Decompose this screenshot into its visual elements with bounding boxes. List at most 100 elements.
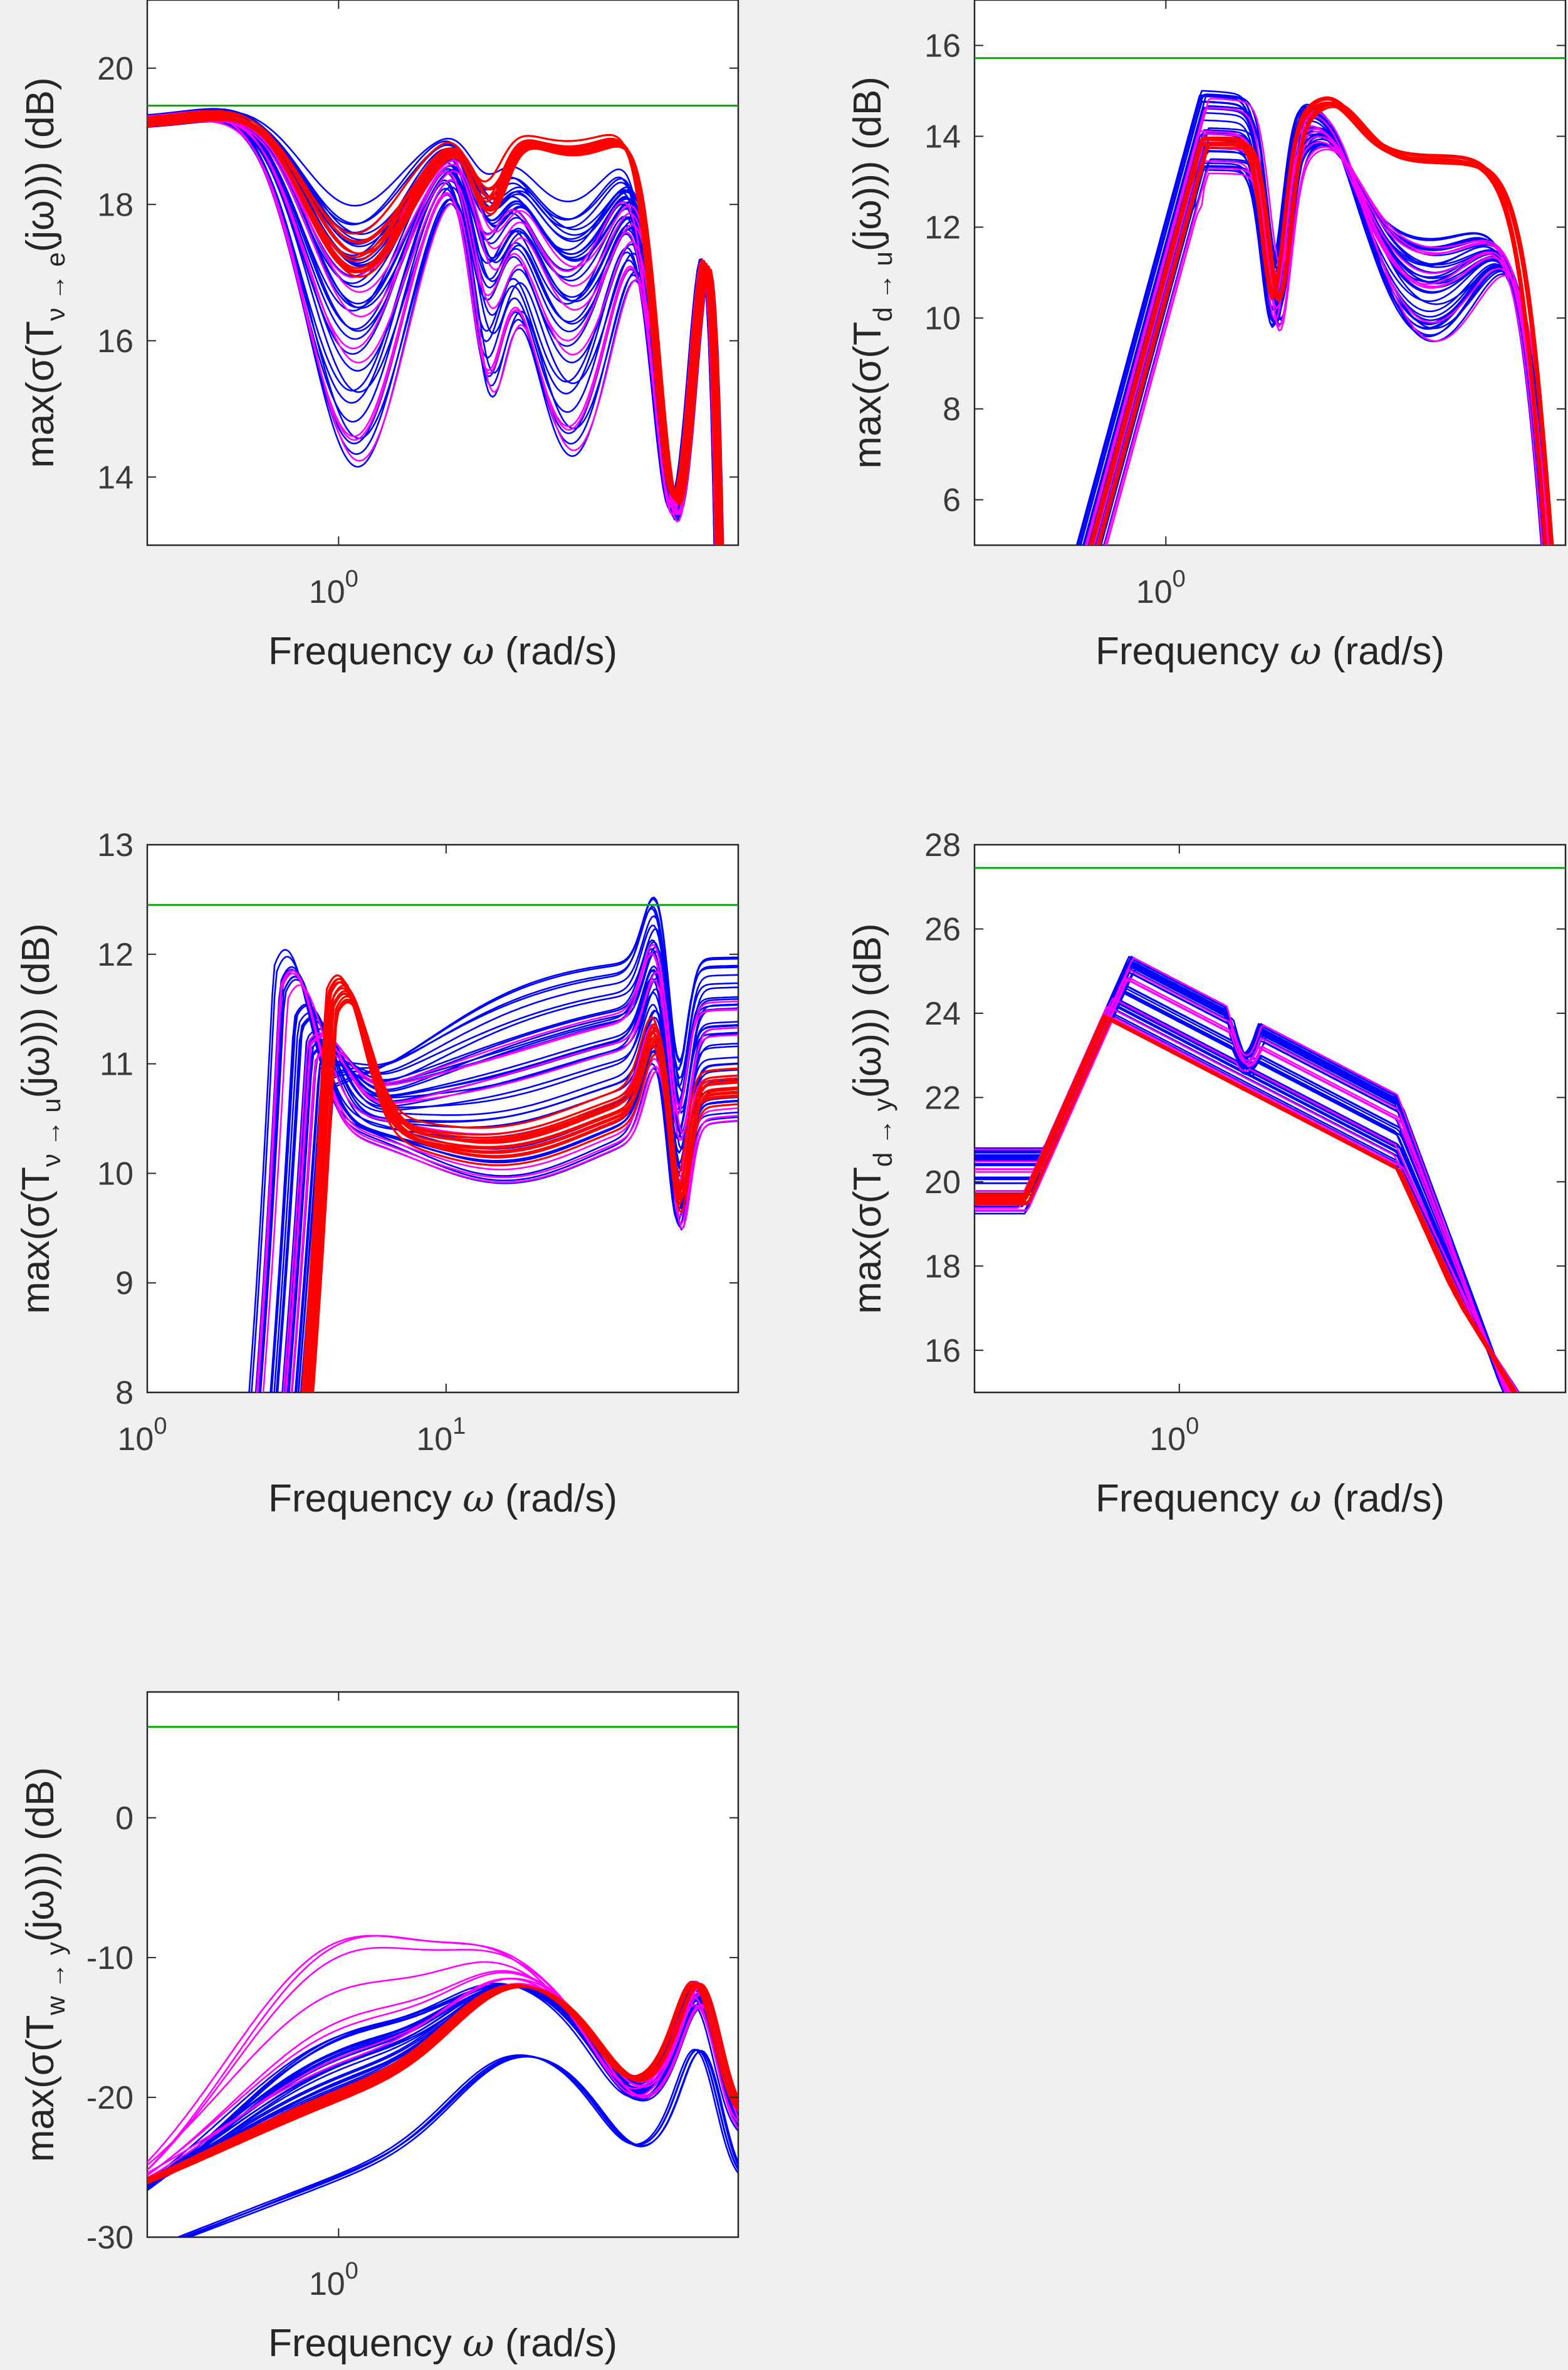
- y-tick-label: 24: [924, 996, 961, 1032]
- curves: [147, 108, 724, 545]
- y-axis-label: max(σ(Tν → u(jω))) (dB): [14, 923, 66, 1313]
- y-tick-label: 26: [924, 911, 961, 947]
- magenta-response-curve: [147, 1961, 738, 2166]
- blue-response-curve: [271, 1004, 738, 1392]
- y-tick-label: 10: [97, 1156, 133, 1192]
- y-tick-label: 6: [943, 483, 961, 519]
- y-tick-label: 11: [100, 1047, 133, 1083]
- blue-response-curve: [276, 978, 738, 1392]
- y-axis-label: max(σ(Tw → y(jω))) (dB): [19, 1767, 70, 2162]
- y-axis-label: max(σ(Td → u(jω))) (dB): [846, 76, 897, 469]
- y-tick-label: 12: [924, 210, 961, 246]
- x-tick-label: 100: [118, 1413, 167, 1458]
- red-response-curve: [303, 981, 738, 1392]
- y-tick-label: -20: [86, 2080, 133, 2116]
- y-axis-label: max(σ(Td → y(jω))) (dB): [846, 923, 897, 1313]
- magenta-response-curve: [147, 1971, 738, 2176]
- blue-response-curve: [308, 898, 738, 1392]
- blue-response-curve: [303, 915, 738, 1392]
- y-tick-label: -10: [86, 1940, 133, 1976]
- magenta-response-curve: [147, 1970, 738, 2176]
- y-tick-label: 8: [115, 1375, 133, 1411]
- blue-response-curve: [147, 108, 715, 545]
- blue-response-curve: [298, 924, 738, 1392]
- subplot-5: -30 -20 -10 0 100 Frequency ω (rad/s) max(σ(Tw…: [19, 1691, 740, 2366]
- y-tick-label: 16: [924, 1333, 961, 1369]
- blue-response-curve: [283, 988, 738, 1392]
- magenta-response-curve: [147, 1946, 738, 2171]
- magenta-response-curve: [256, 973, 738, 1392]
- blue-response-curve: [147, 1985, 738, 2183]
- curves: [1075, 90, 1554, 545]
- y-tick-label: 16: [924, 28, 961, 65]
- x-axis-label: Frequency ω (rad/s): [268, 628, 617, 674]
- y-tick-label: 28: [924, 827, 961, 864]
- blue-response-curve: [300, 907, 738, 1392]
- y-tick-label: 22: [924, 1080, 961, 1116]
- blue-response-curve: [175, 2049, 738, 2237]
- blue-response-curve: [275, 992, 738, 1392]
- red-response-curve: [147, 1985, 738, 2185]
- y-axis-label: max(σ(Tν → e(jω))) (dB): [19, 77, 70, 467]
- x-tick-label: 100: [309, 566, 358, 610]
- blue-response-curve: [184, 2050, 738, 2237]
- magenta-response-curve: [285, 952, 738, 1392]
- magenta-response-curve: [975, 1017, 1520, 1392]
- magenta-response-curve: [147, 120, 723, 545]
- y-tick-label: 14: [97, 459, 133, 496]
- y-tick-label: 20: [97, 51, 133, 87]
- x-tick-label: 100: [309, 2258, 358, 2302]
- magenta-response-curve: [147, 112, 717, 545]
- blue-response-curve: [1082, 93, 1551, 545]
- y-tick-label: -30: [86, 2220, 133, 2256]
- red-response-curve: [975, 1016, 1515, 1392]
- blue-response-curve: [284, 969, 738, 1392]
- red-response-curve: [147, 113, 719, 545]
- red-response-curve: [147, 115, 721, 545]
- x-axis-label: Frequency ω (rad/s): [1095, 1475, 1445, 1521]
- plot-area: [146, 1691, 740, 2238]
- blue-response-curve: [1097, 142, 1542, 545]
- magenta-response-curve: [282, 979, 738, 1392]
- red-response-curve: [1091, 103, 1547, 545]
- x-tick-label: 100: [1136, 566, 1186, 610]
- x-axis-label: Frequency ω (rad/s): [268, 1475, 617, 1521]
- subplot-4: 16 18 20 22 24 26 28 100 Frequency ω (rad/s) max(…: [846, 827, 1567, 1521]
- magenta-response-curve: [1098, 141, 1545, 545]
- x-tick-label: 101: [416, 1413, 466, 1458]
- y-tick-label: 20: [924, 1164, 961, 1201]
- subplot-3: 8 9 10 11 12 13 100 101 Frequency ω (rad/s) max(σ…: [14, 827, 740, 1521]
- y-tick-label: 18: [97, 187, 133, 223]
- x-tick-label: 100: [1149, 1413, 1199, 1458]
- red-response-curve: [147, 1983, 738, 2180]
- magenta-response-curve: [291, 944, 738, 1392]
- red-response-curve: [975, 1020, 1518, 1392]
- red-response-curve: [147, 110, 717, 545]
- magenta-response-curve: [147, 113, 718, 545]
- blue-response-curve: [1099, 144, 1545, 545]
- y-tick-label: 16: [97, 323, 133, 360]
- magenta-response-curve: [262, 984, 738, 1392]
- blue-response-curve: [251, 956, 738, 1392]
- y-tick-label: 18: [924, 1248, 961, 1285]
- subplot-1: 14 16 18 20 100 Frequency ω (rad/s) max(σ(Tν →…: [19, 0, 740, 674]
- blue-response-curve: [187, 2050, 738, 2237]
- y-tick-label: 14: [924, 119, 961, 155]
- subplot-2: 6 8 10 12 14 16 100 Frequency ω (rad/s) max(σ(Td…: [846, 0, 1567, 674]
- curves: [975, 956, 1520, 1392]
- y-tick-label: 8: [943, 392, 961, 428]
- curves: [248, 896, 738, 1392]
- blue-response-curve: [295, 951, 738, 1392]
- red-response-curve: [308, 992, 738, 1392]
- blue-response-curve: [1095, 141, 1543, 545]
- plot-area: [146, 843, 740, 1394]
- y-tick-label: 0: [115, 1800, 133, 1837]
- curves: [147, 1934, 738, 2237]
- y-tick-label: 12: [97, 937, 133, 973]
- blue-response-curve: [147, 1983, 738, 2187]
- red-response-curve: [1098, 102, 1554, 545]
- magenta-response-curve: [256, 969, 738, 1392]
- red-response-curve: [312, 1000, 738, 1392]
- blue-response-curve: [303, 928, 738, 1392]
